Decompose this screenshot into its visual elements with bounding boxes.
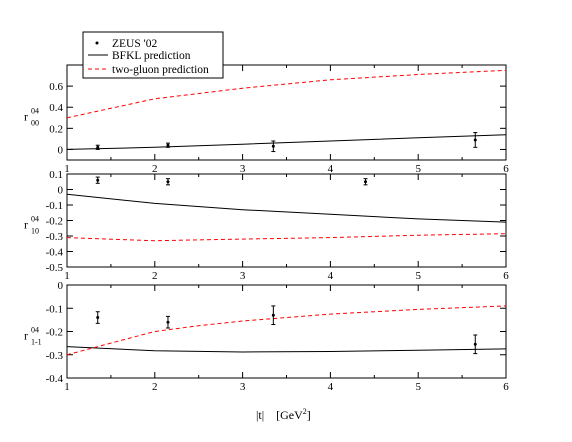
data-point	[473, 138, 477, 142]
y-tick-label: 0.2	[49, 123, 63, 135]
x-tick-label: 5	[415, 270, 421, 282]
legend: ZEUS '02 BFKL prediction two-gluon predi…	[82, 31, 224, 79]
panel-1-frame	[66, 64, 507, 161]
y-tick-label: 0.6	[49, 81, 63, 93]
panel-1: 1 2 3 4 5 6 0 0.2 0.4 0.6 r 04 00	[24, 64, 509, 175]
data-point	[166, 143, 170, 147]
y-tick-label: -0.4	[46, 247, 64, 259]
legend-marker-points	[95, 41, 99, 45]
panel-2-frame	[66, 173, 507, 268]
x-tick-label: 5	[415, 163, 421, 175]
y-tick-label: 0.4	[49, 102, 63, 114]
data-point	[96, 145, 100, 149]
y-tick-label: 0	[58, 185, 64, 197]
y-tick-label: 0	[58, 280, 64, 292]
x-tick-label: 4	[328, 381, 334, 393]
x-tick-label: 6	[503, 163, 509, 175]
x-tick-label: 6	[503, 381, 509, 393]
x-tick-label: 1	[64, 381, 70, 393]
data-point	[166, 180, 170, 184]
data-point	[364, 180, 368, 184]
panel-3: 1 2 3 4 5 6 0 -0.1 -0.2 -0.3 -0.4 r 04 1-1	[24, 280, 509, 393]
x-tick-label: 3	[240, 163, 246, 175]
y-axis-label-sub: 00	[31, 119, 39, 128]
legend-label-bfkl: BFKL prediction	[112, 50, 191, 62]
data-point	[271, 144, 275, 148]
y-axis-label-sub: 10	[31, 227, 39, 236]
x-axis-label-main: |t| [GeV	[256, 408, 303, 422]
x-tick-label: 1	[64, 270, 70, 282]
x-tick-label: 2	[152, 270, 158, 282]
y-tick-label: -0.3	[46, 231, 64, 243]
data-point	[166, 320, 170, 324]
y-tick-label: 0	[58, 144, 64, 156]
x-tick-label: 3	[240, 270, 246, 282]
y-axis-label-sup: 04	[31, 107, 39, 116]
data-point	[96, 178, 100, 182]
y-axis-label-sup: 04	[31, 215, 39, 224]
y-tick-label: 0.1	[49, 169, 63, 181]
y-tick-label: -0.2	[46, 327, 63, 339]
data-point	[271, 313, 275, 317]
y-axis-label-sub: 1-1	[31, 338, 42, 347]
x-tick-label: 2	[152, 381, 158, 393]
x-tick-label: 3	[240, 381, 246, 393]
y-tick-label: -0.1	[46, 303, 63, 315]
data-point	[96, 316, 100, 320]
bfkl-line	[67, 193, 506, 223]
x-tick-label: 2	[152, 163, 158, 175]
two-gluon-line	[67, 69, 506, 119]
x-tick-label: 6	[503, 270, 509, 282]
data-point	[473, 342, 477, 346]
two-gluon-line	[67, 305, 506, 356]
x-tick-label: 4	[328, 270, 334, 282]
y-axis-label: r	[24, 218, 28, 232]
legend-label-points: ZEUS '02	[112, 38, 157, 50]
x-tick-label: 5	[415, 381, 421, 393]
x-tick-label: 1	[64, 163, 70, 175]
x-tick-label: 4	[328, 163, 334, 175]
y-axis-label: r	[24, 329, 28, 343]
y-tick-label: -0.4	[46, 373, 64, 385]
y-tick-label: -0.2	[46, 216, 63, 228]
panel-2: 1 2 3 4 5 6 0.1 0 -0.1 -0.2 -0.3 -0.4 -0.5 r 04 10	[24, 169, 509, 282]
x-axis-label-sup: 2	[303, 407, 307, 416]
panel-3-frame	[66, 284, 507, 379]
y-axis-label-sup: 04	[31, 326, 39, 335]
y-tick-label: -0.3	[46, 350, 64, 362]
bfkl-line	[67, 346, 506, 353]
y-tick-label: -0.1	[46, 200, 63, 212]
x-axis-label: |t| [GeV2]	[256, 407, 311, 422]
legend-label-two-gluon: two-gluon prediction	[112, 64, 209, 76]
x-axis-label-close: ]	[307, 408, 311, 422]
y-axis-label: r	[24, 110, 28, 124]
two-gluon-line	[67, 233, 506, 242]
bfkl-line	[67, 134, 506, 150]
y-tick-label: -0.5	[46, 262, 64, 274]
